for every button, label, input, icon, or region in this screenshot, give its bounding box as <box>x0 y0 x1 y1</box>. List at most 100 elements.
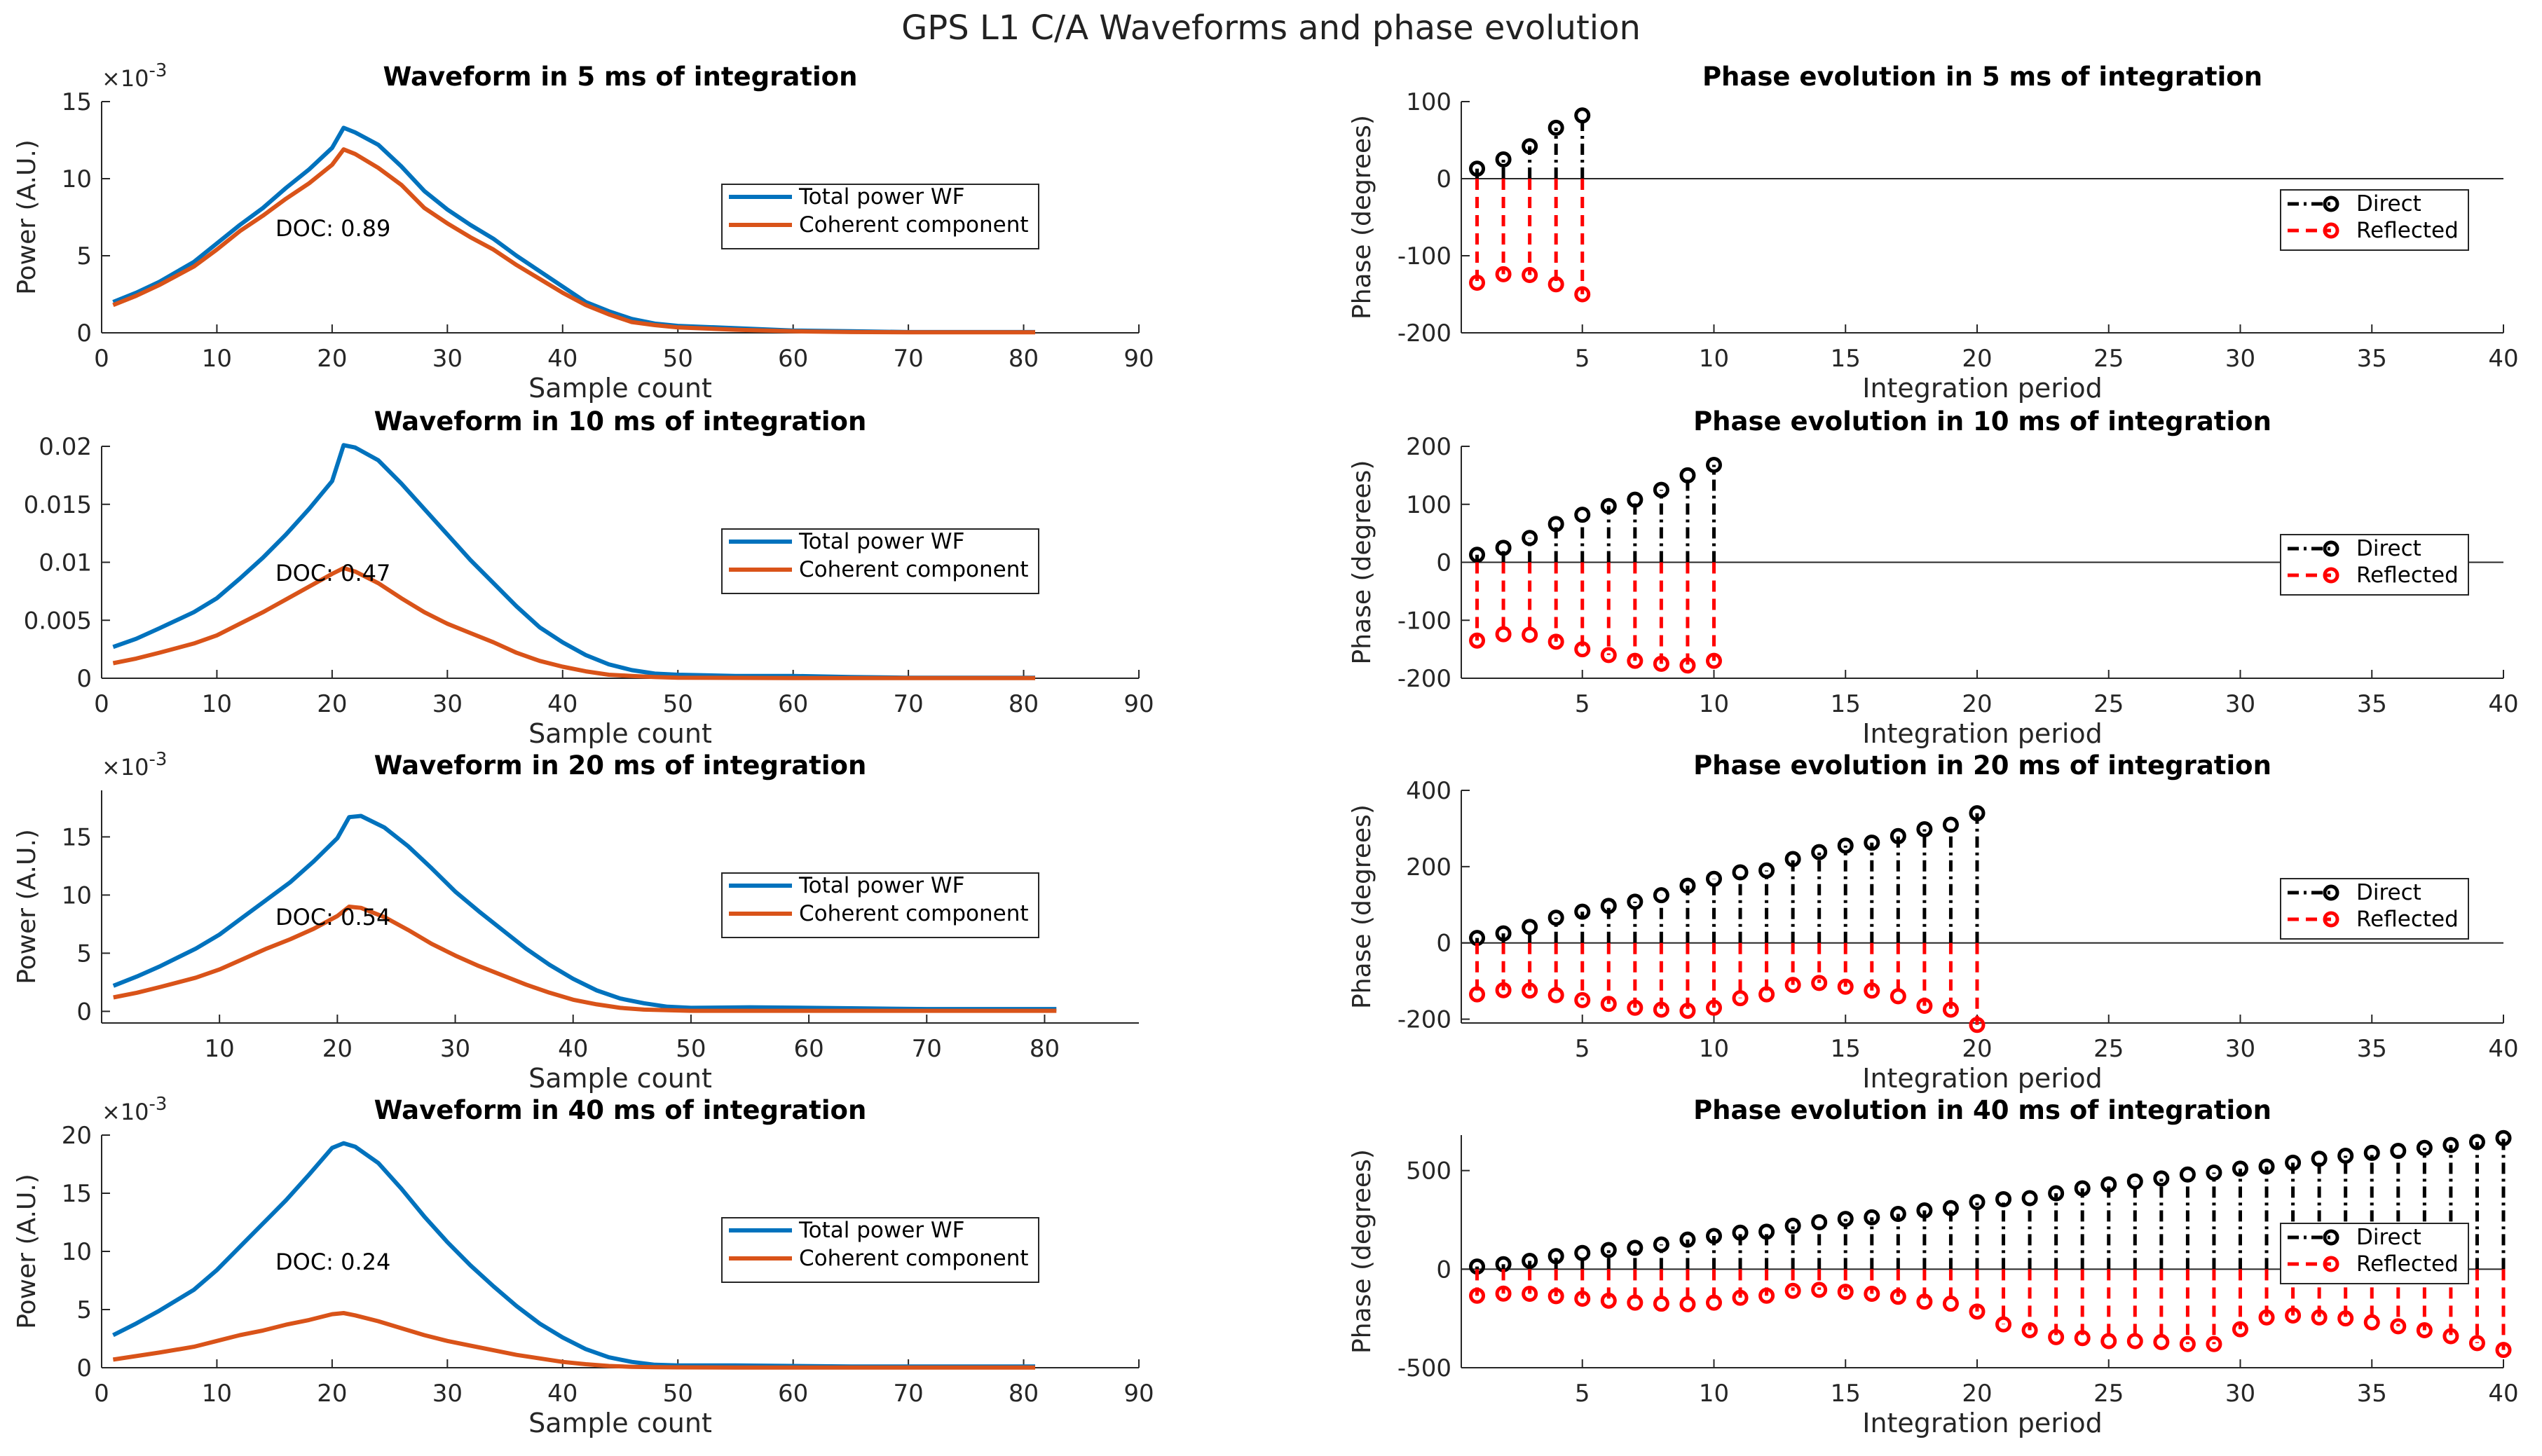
y-axis-label: Power (A.U.) <box>13 1174 41 1329</box>
direct-marker <box>1995 1190 2012 1207</box>
doc-annotation: DOC: 0.54 <box>275 904 390 930</box>
x-tick-label: 35 <box>2357 1380 2387 1408</box>
y-tick-label: -500 <box>1398 1354 1451 1382</box>
direct-marker <box>2100 1176 2117 1193</box>
x-tick-label: 35 <box>2357 1035 2387 1063</box>
reflected-marker <box>1495 626 1512 643</box>
x-tick-label: 35 <box>2357 345 2387 373</box>
reflected-marker <box>2416 1322 2433 1339</box>
x-tick-label: 70 <box>893 345 923 373</box>
x-tick-label: 80 <box>1009 1380 1039 1408</box>
reflected-marker <box>1522 982 1538 999</box>
reflected-marker <box>1547 1288 1564 1305</box>
reflected-marker <box>1969 1017 1986 1033</box>
y-axis-label: Phase (degrees) <box>1348 460 1376 665</box>
legend-marker <box>2323 1256 2339 1272</box>
y-tick-label: 100 <box>1406 491 1451 519</box>
y-tick-label: 200 <box>1406 853 1451 881</box>
x-tick-label: 50 <box>676 1035 706 1063</box>
y-tick-label: 200 <box>1406 433 1451 461</box>
reflected-marker <box>1574 1291 1591 1307</box>
y-tick-label: 10 <box>62 881 92 909</box>
direct-marker <box>1547 1248 1564 1265</box>
chart-title: Phase evolution in 40 ms of integration <box>1693 1095 2271 1125</box>
y-tick-label: 500 <box>1406 1158 1451 1186</box>
y-tick-label: 0.01 <box>39 549 92 577</box>
reflected-marker <box>1547 987 1564 1003</box>
x-tick-label: 50 <box>663 345 693 373</box>
direct-marker <box>1600 898 1617 914</box>
direct-marker <box>1547 119 1564 136</box>
direct-marker <box>1969 805 1986 822</box>
direct-marker <box>1890 827 1906 844</box>
reflected-marker <box>1574 641 1591 658</box>
x-tick-label: 35 <box>2357 690 2387 718</box>
legend-entry: Total power WF <box>798 1218 964 1243</box>
x-axis-label: Sample count <box>528 718 712 749</box>
x-axis-label: Sample count <box>528 1063 712 1094</box>
direct-marker <box>2363 1144 2380 1161</box>
reflected-marker <box>1732 990 1749 1007</box>
direct-marker <box>1653 1236 1669 1253</box>
legend-entry: Reflected <box>2356 218 2459 243</box>
reflected-marker <box>1547 633 1564 650</box>
y-tick-label: 0.015 <box>24 491 92 519</box>
direct-marker <box>1942 816 1959 833</box>
reflected-marker <box>1574 286 1591 303</box>
y-tick-label: 0 <box>1436 549 1451 577</box>
reflected-marker <box>2153 1333 2170 1350</box>
direct-marker <box>1864 835 1880 851</box>
direct-marker <box>2495 1129 2512 1146</box>
direct-marker <box>1916 821 1933 838</box>
direct-marker <box>1679 467 1696 483</box>
direct-marker <box>2468 1134 2485 1151</box>
x-tick-label: 40 <box>2488 690 2518 718</box>
reflected-marker <box>1679 1003 1696 1019</box>
y-tick-label: 0 <box>1436 1256 1451 1284</box>
y-tick-label: 0 <box>76 320 92 348</box>
y-tick-label: 100 <box>1406 88 1451 116</box>
reflected-marker <box>1574 991 1591 1008</box>
reflected-marker <box>1522 267 1538 283</box>
reflected-marker <box>1916 998 1933 1015</box>
x-tick-label: 60 <box>778 690 808 718</box>
direct-marker <box>1574 1244 1591 1261</box>
direct-marker <box>1627 893 1644 910</box>
chart-3: 10 20 30 40 50 60 70 80 0 5 10 15 ×10-3 Waveform in 2… <box>13 749 1139 1094</box>
x-tick-label: 40 <box>547 690 578 718</box>
reflected-marker <box>2258 1309 2275 1326</box>
legend-entry: Coherent component <box>799 557 1029 582</box>
x-tick-label: 30 <box>432 1380 463 1408</box>
direct-marker <box>1574 107 1591 124</box>
x-tick-label: 20 <box>1962 345 1992 373</box>
y-exponent-label: ×10-3 <box>102 1094 167 1125</box>
legend-entry: Direct <box>2356 191 2421 217</box>
x-tick-label: 60 <box>778 1380 808 1408</box>
reflected-marker <box>1890 988 1906 1005</box>
x-tick-label: 20 <box>1962 690 1992 718</box>
reflected-marker <box>2021 1322 2038 1339</box>
direct-marker <box>1732 864 1749 881</box>
series-coherent-line <box>112 147 1035 335</box>
direct-marker <box>2126 1173 2143 1190</box>
direct-marker <box>1469 547 1486 563</box>
reflected-marker <box>2232 1321 2248 1338</box>
direct-marker <box>1784 1217 1801 1234</box>
reflected-marker <box>1469 275 1486 291</box>
x-tick-label: 0 <box>94 345 109 373</box>
reflected-marker <box>2100 1333 2117 1349</box>
x-tick-label: 30 <box>2225 345 2255 373</box>
reflected-marker <box>1469 986 1486 1003</box>
x-axis-label: Integration period <box>1862 373 2103 404</box>
x-axis-label: Integration period <box>1862 1063 2103 1094</box>
x-tick-label: 50 <box>663 690 693 718</box>
y-tick-label: 0 <box>76 1354 92 1382</box>
direct-marker <box>2206 1164 2222 1181</box>
direct-marker <box>1627 1239 1644 1256</box>
x-tick-label: 40 <box>558 1035 588 1063</box>
reflected-marker <box>1758 986 1775 1003</box>
figure-title: GPS L1 C/A Waveforms and phase evolution <box>901 8 1641 48</box>
x-tick-label: 10 <box>202 690 232 718</box>
